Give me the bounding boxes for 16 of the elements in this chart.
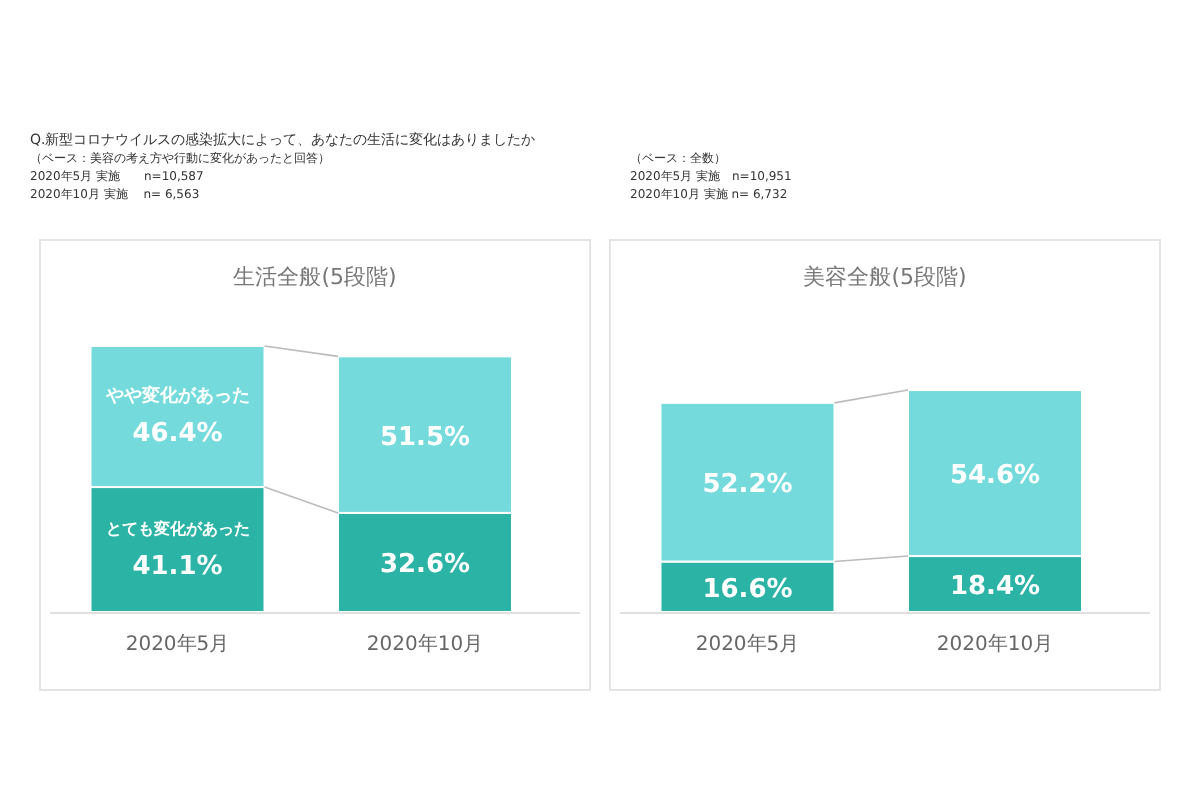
x-tick-label: 2020年5月 <box>695 632 800 656</box>
data-label: 18.4% <box>949 572 1041 603</box>
x-tick-label: 2020年5月 <box>125 632 230 656</box>
data-label: 51.5% <box>379 422 471 453</box>
x-tick-label: 2020年10月 <box>936 632 1054 656</box>
data-label: 16.6% <box>702 574 793 605</box>
data-label: 41.1% <box>132 551 223 582</box>
data-label: 54.6% <box>949 461 1041 492</box>
x-tick-label: 2020年10月 <box>366 632 484 656</box>
chart-title: 美容全般(5段階) <box>803 264 967 290</box>
series-label: とても変化があった <box>105 517 250 538</box>
chart-title: 生活全般(5段階) <box>233 264 397 290</box>
data-label: 52.2% <box>702 470 793 501</box>
series-label: やや変化があった <box>103 384 250 407</box>
data-label: 32.6% <box>379 550 471 581</box>
data-label: 46.4% <box>132 418 223 449</box>
